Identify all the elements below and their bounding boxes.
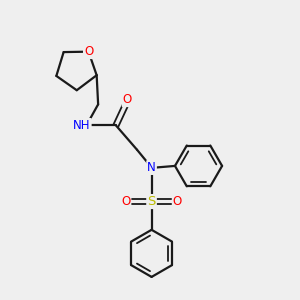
Text: S: S — [147, 195, 156, 208]
Text: O: O — [84, 45, 93, 58]
Text: O: O — [123, 93, 132, 106]
Text: NH: NH — [73, 119, 91, 132]
Text: O: O — [173, 195, 182, 208]
Text: O: O — [121, 195, 130, 208]
Text: N: N — [147, 161, 156, 174]
